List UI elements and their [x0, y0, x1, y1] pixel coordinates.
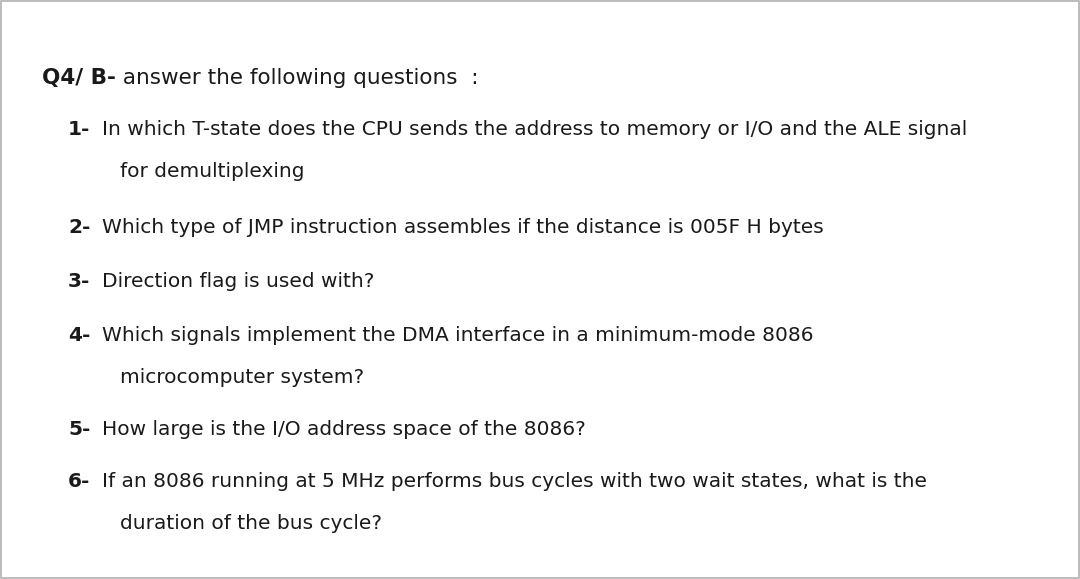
Text: 2-: 2- [68, 218, 91, 237]
Text: Q4/ B-: Q4/ B- [42, 68, 116, 88]
Text: In which T-state does the CPU sends the address to memory or I/O and the ALE sig: In which T-state does the CPU sends the … [102, 120, 968, 139]
Text: for demultiplexing: for demultiplexing [120, 162, 305, 181]
Text: microcomputer system?: microcomputer system? [120, 368, 364, 387]
Text: answer the following questions  :: answer the following questions : [116, 68, 478, 88]
Text: 5-: 5- [68, 420, 91, 439]
Text: If an 8086 running at 5 MHz performs bus cycles with two wait states, what is th: If an 8086 running at 5 MHz performs bus… [102, 472, 927, 491]
Text: 1-: 1- [68, 120, 91, 139]
Text: 6-: 6- [68, 472, 91, 491]
Text: Direction flag is used with?: Direction flag is used with? [102, 272, 375, 291]
Text: How large is the I/O address space of the 8086?: How large is the I/O address space of th… [102, 420, 585, 439]
Text: Which type of JMP instruction assembles if the distance is 005F H bytes: Which type of JMP instruction assembles … [102, 218, 824, 237]
Text: 3-: 3- [68, 272, 91, 291]
Text: Which signals implement the DMA interface in a minimum-mode 8086: Which signals implement the DMA interfac… [102, 326, 813, 345]
Text: duration of the bus cycle?: duration of the bus cycle? [120, 514, 382, 533]
Text: 4-: 4- [68, 326, 91, 345]
